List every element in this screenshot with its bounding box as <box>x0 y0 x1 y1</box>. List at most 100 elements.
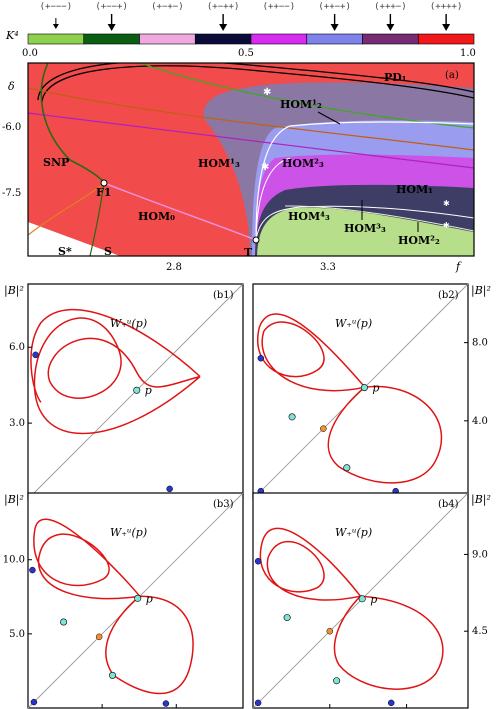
y-tick-label: 8.0 <box>472 338 488 349</box>
curve-magenta <box>28 112 474 169</box>
orbit-curve <box>259 527 362 601</box>
colorbar-segment <box>83 33 140 45</box>
y-tick-label: 5.0 <box>9 629 25 640</box>
panel-a: ✱ ✱ ✱ ✱ PD₁ (a) HOM¹₂ HOM¹₃ HOM²₃ HOM₁ H… <box>2 62 475 273</box>
curve-white-1 <box>255 121 474 241</box>
colorbar-segment <box>417 33 475 45</box>
panel-a-tag: (a) <box>445 70 459 81</box>
colorbar-arrowhead <box>107 24 116 31</box>
region-green <box>257 207 474 256</box>
curve-s <box>89 182 105 256</box>
colorbar-tick-0: 0.0 <box>22 48 38 59</box>
orbit-curve <box>33 518 141 600</box>
equilibrium-orange-point <box>320 425 327 432</box>
colorbar-sign: (+−++) <box>207 2 240 12</box>
y-tick-label: 4.5 <box>472 626 488 637</box>
y-tick-label: 6.0 <box>9 342 25 353</box>
equilibrium-blue-point <box>387 699 395 707</box>
orbit-curve <box>257 313 366 392</box>
orbit-curve <box>333 595 444 690</box>
colorbar-segment <box>194 33 252 45</box>
panel-b2: (b2)W₊ᵘ(p)p4.08.04.08.0|A|²|B|² <box>252 283 491 517</box>
panels-b: (b1)W₊ᵘ(p)p3.06.03.06.0|A|²|B|²(b2)W₊ᵘ(p… <box>3 283 491 709</box>
colorbar-tick-2: 1.0 <box>460 48 476 59</box>
curve-pd1-a <box>37 63 474 101</box>
equilibrium-cyan-point <box>109 671 117 679</box>
label-s: S <box>104 245 112 258</box>
colorbar-tick-1: 0.5 <box>238 48 254 59</box>
xtick-a-0: 2.8 <box>166 262 182 273</box>
colorbar-segment <box>250 33 308 45</box>
label-hom1: HOM₁ <box>396 183 433 196</box>
colorbar-arrowhead <box>219 24 228 31</box>
label-f1: F1 <box>96 186 111 199</box>
colorbar-segment <box>306 33 363 45</box>
orbit-label: W₊ᵘ(p) <box>335 317 372 330</box>
equilibrium-blue-point <box>257 355 265 362</box>
colorbar-sign: (+++−) <box>374 2 407 12</box>
colorbar-arrowhead <box>330 24 339 31</box>
equilibrium-blue-point <box>30 698 38 706</box>
equilibrium-cyan-point <box>60 618 68 626</box>
xlabel-a: f <box>455 260 462 273</box>
colorbar-sign: (+−−+) <box>95 2 128 12</box>
label-hom12: HOM¹₂ <box>280 98 322 111</box>
point-t <box>252 236 260 244</box>
orbit-curve <box>105 595 194 695</box>
equilibrium-blue-point <box>254 699 262 707</box>
y-tick-label: 10.0 <box>3 555 25 566</box>
equilibrium-orange-point <box>326 627 334 635</box>
curve-hom22 <box>284 205 474 232</box>
curve-pd1-b <box>41 65 474 103</box>
ytick-a-1: -7.5 <box>2 188 21 199</box>
equilibrium-cyan-point <box>358 595 366 603</box>
equilibrium-cyan-point <box>288 413 296 421</box>
colorbar-sign: (++−−) <box>263 2 296 12</box>
panel-tag: (b3) <box>213 499 234 510</box>
point-p-label: p <box>370 593 377 606</box>
colorbar-sign: (+−+−) <box>151 2 184 12</box>
equilibrium-cyan-point <box>360 384 368 392</box>
colorbar-arrowhead <box>386 24 395 31</box>
label-hom13: HOM¹₃ <box>198 157 240 170</box>
colorbar-segment <box>139 33 196 45</box>
label-hom0: HOM₀ <box>138 210 175 223</box>
label-snp: SNP <box>43 156 69 169</box>
colorbar-label: K⁴ <box>5 29 19 42</box>
equilibrium-cyan-point <box>343 464 351 472</box>
orbit-label: W₊ᵘ(p) <box>110 317 147 330</box>
curve-snp <box>40 63 105 183</box>
star-marker: ✱ <box>443 199 450 208</box>
point-f1 <box>100 179 108 187</box>
equilibrium-cyan-point <box>133 386 141 394</box>
curve-s-star <box>28 182 105 236</box>
star-marker: ✱ <box>261 162 269 173</box>
region-white <box>28 222 120 256</box>
orbit-curve <box>30 308 201 403</box>
equilibrium-cyan-point <box>283 614 291 622</box>
equilibrium-cyan-point <box>333 677 341 685</box>
curve-hom0 <box>103 182 257 241</box>
orbit-curve <box>327 385 443 484</box>
curve-white-3 <box>255 205 474 241</box>
equilibrium-blue-point <box>162 700 170 707</box>
label-s-star: S* <box>58 245 72 258</box>
curve-orange <box>28 87 474 151</box>
xtick-a-1: 3.3 <box>320 262 336 273</box>
colorbar-sign: (+−−−) <box>40 2 73 12</box>
colorbar: K⁴ (+−−−) (+−−+) (+−+−) (+−++) (++−−) (++−+)(… <box>5 2 476 59</box>
colorbar-arrowhead <box>442 24 451 31</box>
panel-tag: (b4) <box>438 499 459 510</box>
equilibrium-blue-point <box>32 351 39 359</box>
point-p-label: p <box>372 382 379 395</box>
star-marker: ✱ <box>263 87 271 98</box>
arrow-hom12 <box>317 111 341 125</box>
colorbar-sign: (++++) <box>430 2 463 12</box>
equilibrium-blue-point <box>29 566 36 574</box>
colorbar-segments: (+−−−) (+−−+) (+−+−) (+−++) (++−−) (++−+) (+++… <box>27 2 475 45</box>
y-axis-label: |B|² <box>471 284 491 298</box>
point-p-label: p <box>145 384 152 397</box>
star-marker: ✱ <box>443 221 450 230</box>
equilibrium-blue-point <box>166 485 173 493</box>
